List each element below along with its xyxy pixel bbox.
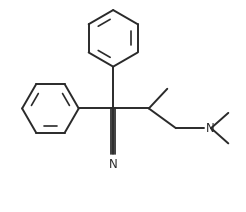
Text: N: N (206, 122, 215, 135)
Text: N: N (109, 158, 118, 171)
